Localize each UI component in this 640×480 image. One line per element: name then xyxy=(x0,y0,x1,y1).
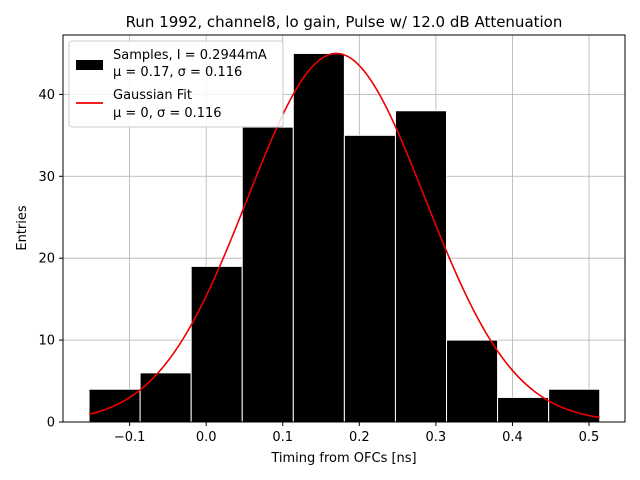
x-tick-label-4: 0.3 xyxy=(426,430,447,445)
legend: Samples, I = 0.2944mA μ = 0.17, σ = 0.11… xyxy=(68,40,284,128)
histogram-bar-5 xyxy=(343,134,396,423)
x-tick-label-0: −0.1 xyxy=(114,430,146,445)
gaussian-fit-curve xyxy=(88,52,600,419)
legend-swatch-samples xyxy=(76,60,103,70)
x-tick-label-6: 0.5 xyxy=(579,430,600,445)
histogram-bar-8 xyxy=(497,396,550,423)
legend-fit-line2: μ = 0, σ = 0.116 xyxy=(113,106,222,121)
y-tick-label-4: 40 xyxy=(38,88,55,103)
histogram-bar-2 xyxy=(190,265,243,423)
legend-box xyxy=(68,40,284,128)
histogram-bar-4 xyxy=(292,52,345,423)
x-tick-label-1: 0.0 xyxy=(196,430,217,445)
histogram-bar-1 xyxy=(139,372,192,423)
legend-samples-line2: μ = 0.17, σ = 0.116 xyxy=(113,65,242,80)
x-tick-label-3: 0.2 xyxy=(349,430,370,445)
x-tick-label-5: 0.4 xyxy=(502,430,523,445)
y-tick-label-2: 20 xyxy=(38,252,55,267)
legend-fit-line1: Gaussian Fit xyxy=(113,88,192,103)
y-tick-label-1: 10 xyxy=(38,334,55,349)
chart-title: Run 1992, channel8, lo gain, Pulse w/ 12… xyxy=(126,13,563,31)
histogram-bar-3 xyxy=(241,126,294,423)
histogram-bars xyxy=(88,52,601,423)
plot-frame xyxy=(62,34,626,423)
y-tick-label-0: 0 xyxy=(47,416,55,431)
histogram-bar-6 xyxy=(394,110,448,423)
y-tick-label-3: 30 xyxy=(38,170,55,185)
x-tick-label-2: 0.1 xyxy=(272,430,293,445)
histogram-bar-7 xyxy=(446,339,499,423)
y-axis-ticks: 0 10 20 30 40 xyxy=(38,88,63,431)
y-axis-label: Entries xyxy=(15,205,30,251)
x-axis-label: Timing from OFCs [ns] xyxy=(270,451,416,466)
x-axis-ticks: −0.1 0.0 0.1 0.2 0.3 0.4 0.5 xyxy=(114,422,600,445)
legend-samples-line1: Samples, I = 0.2944mA xyxy=(113,48,267,63)
